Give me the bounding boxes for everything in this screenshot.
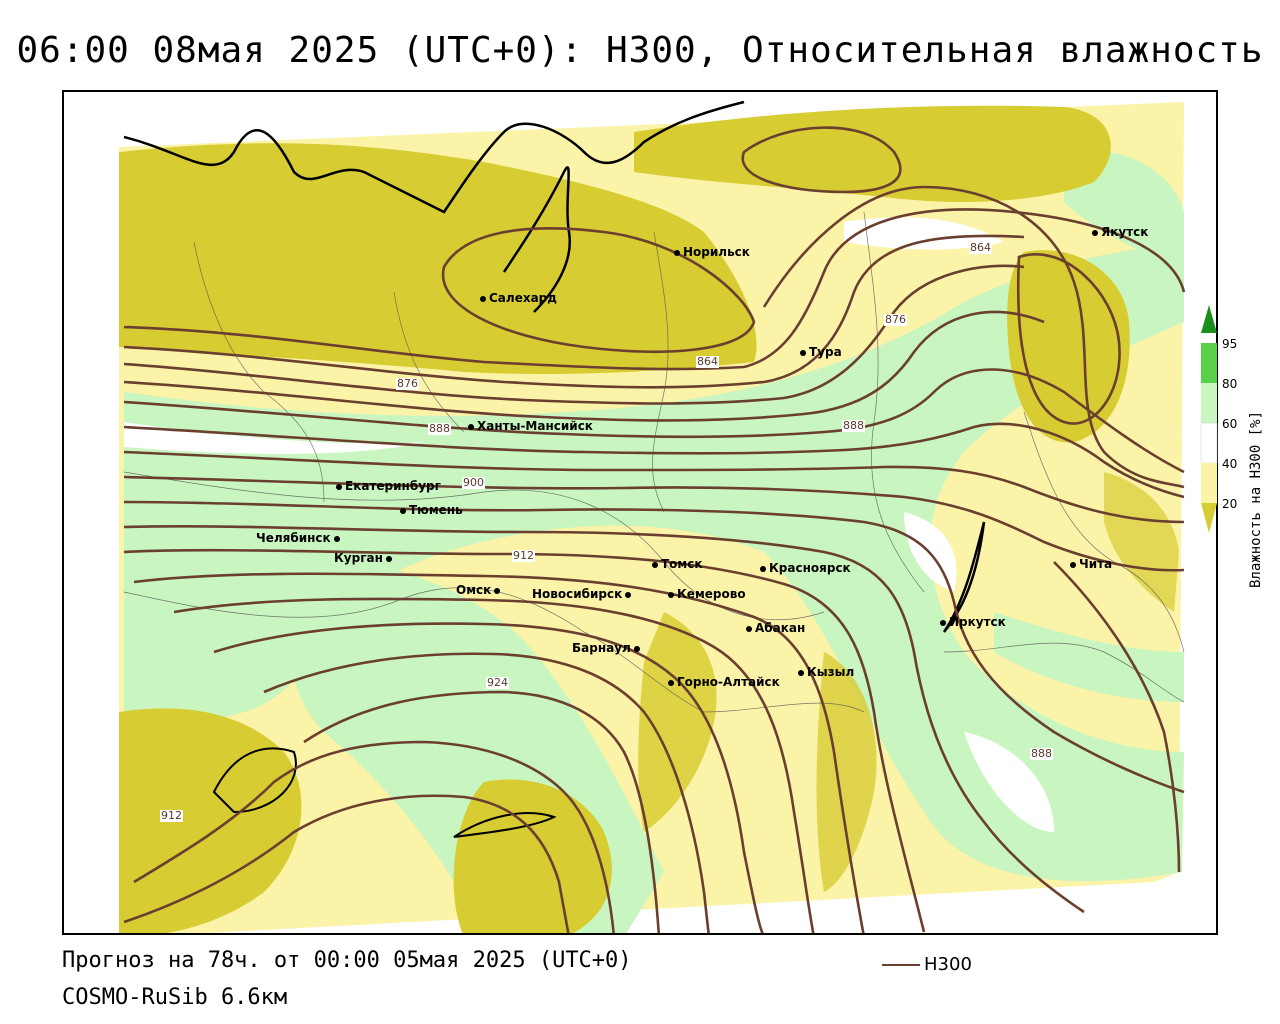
city-marker: Тюмень xyxy=(400,504,463,516)
city-dot xyxy=(385,555,392,562)
city-label: Ханты-Мансийск xyxy=(477,419,593,433)
humidity-colorbar xyxy=(1200,305,1218,533)
city-marker: Иркутск xyxy=(940,616,1006,628)
city-dot xyxy=(746,625,752,632)
city-marker: Омск xyxy=(456,584,503,596)
map-title: 06:00 08мая 2025 (UTC+0): H300, Относите… xyxy=(16,30,1264,71)
city-marker: Барнаул xyxy=(572,642,643,654)
humidity-field xyxy=(64,92,1216,933)
city-marker: Челябинск xyxy=(256,532,343,544)
city-marker: Томск xyxy=(652,558,703,570)
contour-label: 864 xyxy=(969,241,992,254)
contour-label: 888 xyxy=(428,422,451,435)
city-label: Челябинск xyxy=(256,531,331,545)
contour-label: 924 xyxy=(486,676,509,689)
city-dot xyxy=(798,669,804,676)
contour-label: 912 xyxy=(160,809,183,822)
city-label: Курган xyxy=(334,551,383,565)
city-marker: Горно-Алтайск xyxy=(668,676,780,688)
city-dot xyxy=(494,587,501,594)
city-marker: Курган xyxy=(334,552,395,564)
city-dot xyxy=(1070,561,1076,568)
city-dot xyxy=(652,561,658,568)
city-label: Кызыл xyxy=(807,665,855,679)
city-dot xyxy=(674,249,680,256)
contour-label: 888 xyxy=(842,419,865,432)
contour-label: 876 xyxy=(396,377,419,390)
legend-tick: 20 xyxy=(1222,497,1238,511)
legend-tick: 40 xyxy=(1222,457,1238,471)
forecast-info: Прогноз на 78ч. от 00:00 05мая 2025 (UTC… xyxy=(62,948,632,973)
legend-tick: 60 xyxy=(1222,417,1238,431)
city-label: Салехард xyxy=(489,291,557,305)
city-dot xyxy=(625,591,632,598)
legend-title: Влажность на H300 [%] xyxy=(1248,410,1264,588)
city-marker: Тура xyxy=(800,346,842,358)
city-label: Норильск xyxy=(683,245,750,259)
contour-line-swatch xyxy=(882,964,920,966)
city-marker: Чита xyxy=(1070,558,1112,570)
city-marker: Кызыл xyxy=(798,666,854,678)
contour-label: 864 xyxy=(696,355,719,368)
city-label: Тюмень xyxy=(409,503,463,517)
city-label: Тура xyxy=(809,345,842,359)
city-dot xyxy=(668,591,674,598)
city-marker: Салехард xyxy=(480,292,557,304)
city-label: Новосибирск xyxy=(532,587,623,601)
city-dot xyxy=(480,295,486,302)
legend-tick: 80 xyxy=(1222,377,1238,391)
city-label: Екатеринбург xyxy=(345,479,441,493)
contour-label: 876 xyxy=(884,313,907,326)
model-name: COSMO-RuSib 6.6км xyxy=(62,985,288,1010)
city-marker: Кемерово xyxy=(668,588,746,600)
city-marker: Екатеринбург xyxy=(336,480,441,492)
city-dot xyxy=(668,679,674,686)
city-dot xyxy=(468,423,474,430)
city-label: Горно-Алтайск xyxy=(677,675,780,689)
contour-label: 888 xyxy=(1030,747,1053,760)
city-label: Омск xyxy=(456,583,492,597)
city-dot xyxy=(760,565,766,572)
city-marker: Якутск xyxy=(1092,226,1148,238)
city-dot xyxy=(336,483,342,490)
city-dot xyxy=(940,619,946,626)
city-marker: Абакан xyxy=(746,622,805,634)
city-label: Иркутск xyxy=(949,615,1006,629)
city-label: Чита xyxy=(1079,557,1113,571)
contour-label: 912 xyxy=(512,549,535,562)
city-dot xyxy=(333,535,340,542)
contour-legend-label: H300 xyxy=(924,954,972,975)
city-label: Кемерово xyxy=(677,587,746,601)
city-marker: Красноярск xyxy=(760,562,851,574)
city-label: Абакан xyxy=(755,621,806,635)
legend-tick: 95 xyxy=(1222,337,1238,351)
city-marker: Новосибирск xyxy=(532,588,634,600)
map-panel: 864 876 864 876 888 888 900 912 924 888 … xyxy=(62,90,1218,935)
city-dot xyxy=(800,349,806,356)
contour-label: 900 xyxy=(462,476,485,489)
city-dot xyxy=(633,645,640,652)
city-label: Томск xyxy=(661,557,703,571)
city-label: Барнаул xyxy=(572,641,631,655)
city-marker: Норильск xyxy=(674,246,750,258)
contour-legend: H300 xyxy=(882,954,972,975)
city-dot xyxy=(1092,229,1098,236)
city-dot xyxy=(400,507,406,514)
city-label: Якутск xyxy=(1101,225,1149,239)
city-label: Красноярск xyxy=(769,561,851,575)
city-marker: Ханты-Мансийск xyxy=(468,420,593,432)
